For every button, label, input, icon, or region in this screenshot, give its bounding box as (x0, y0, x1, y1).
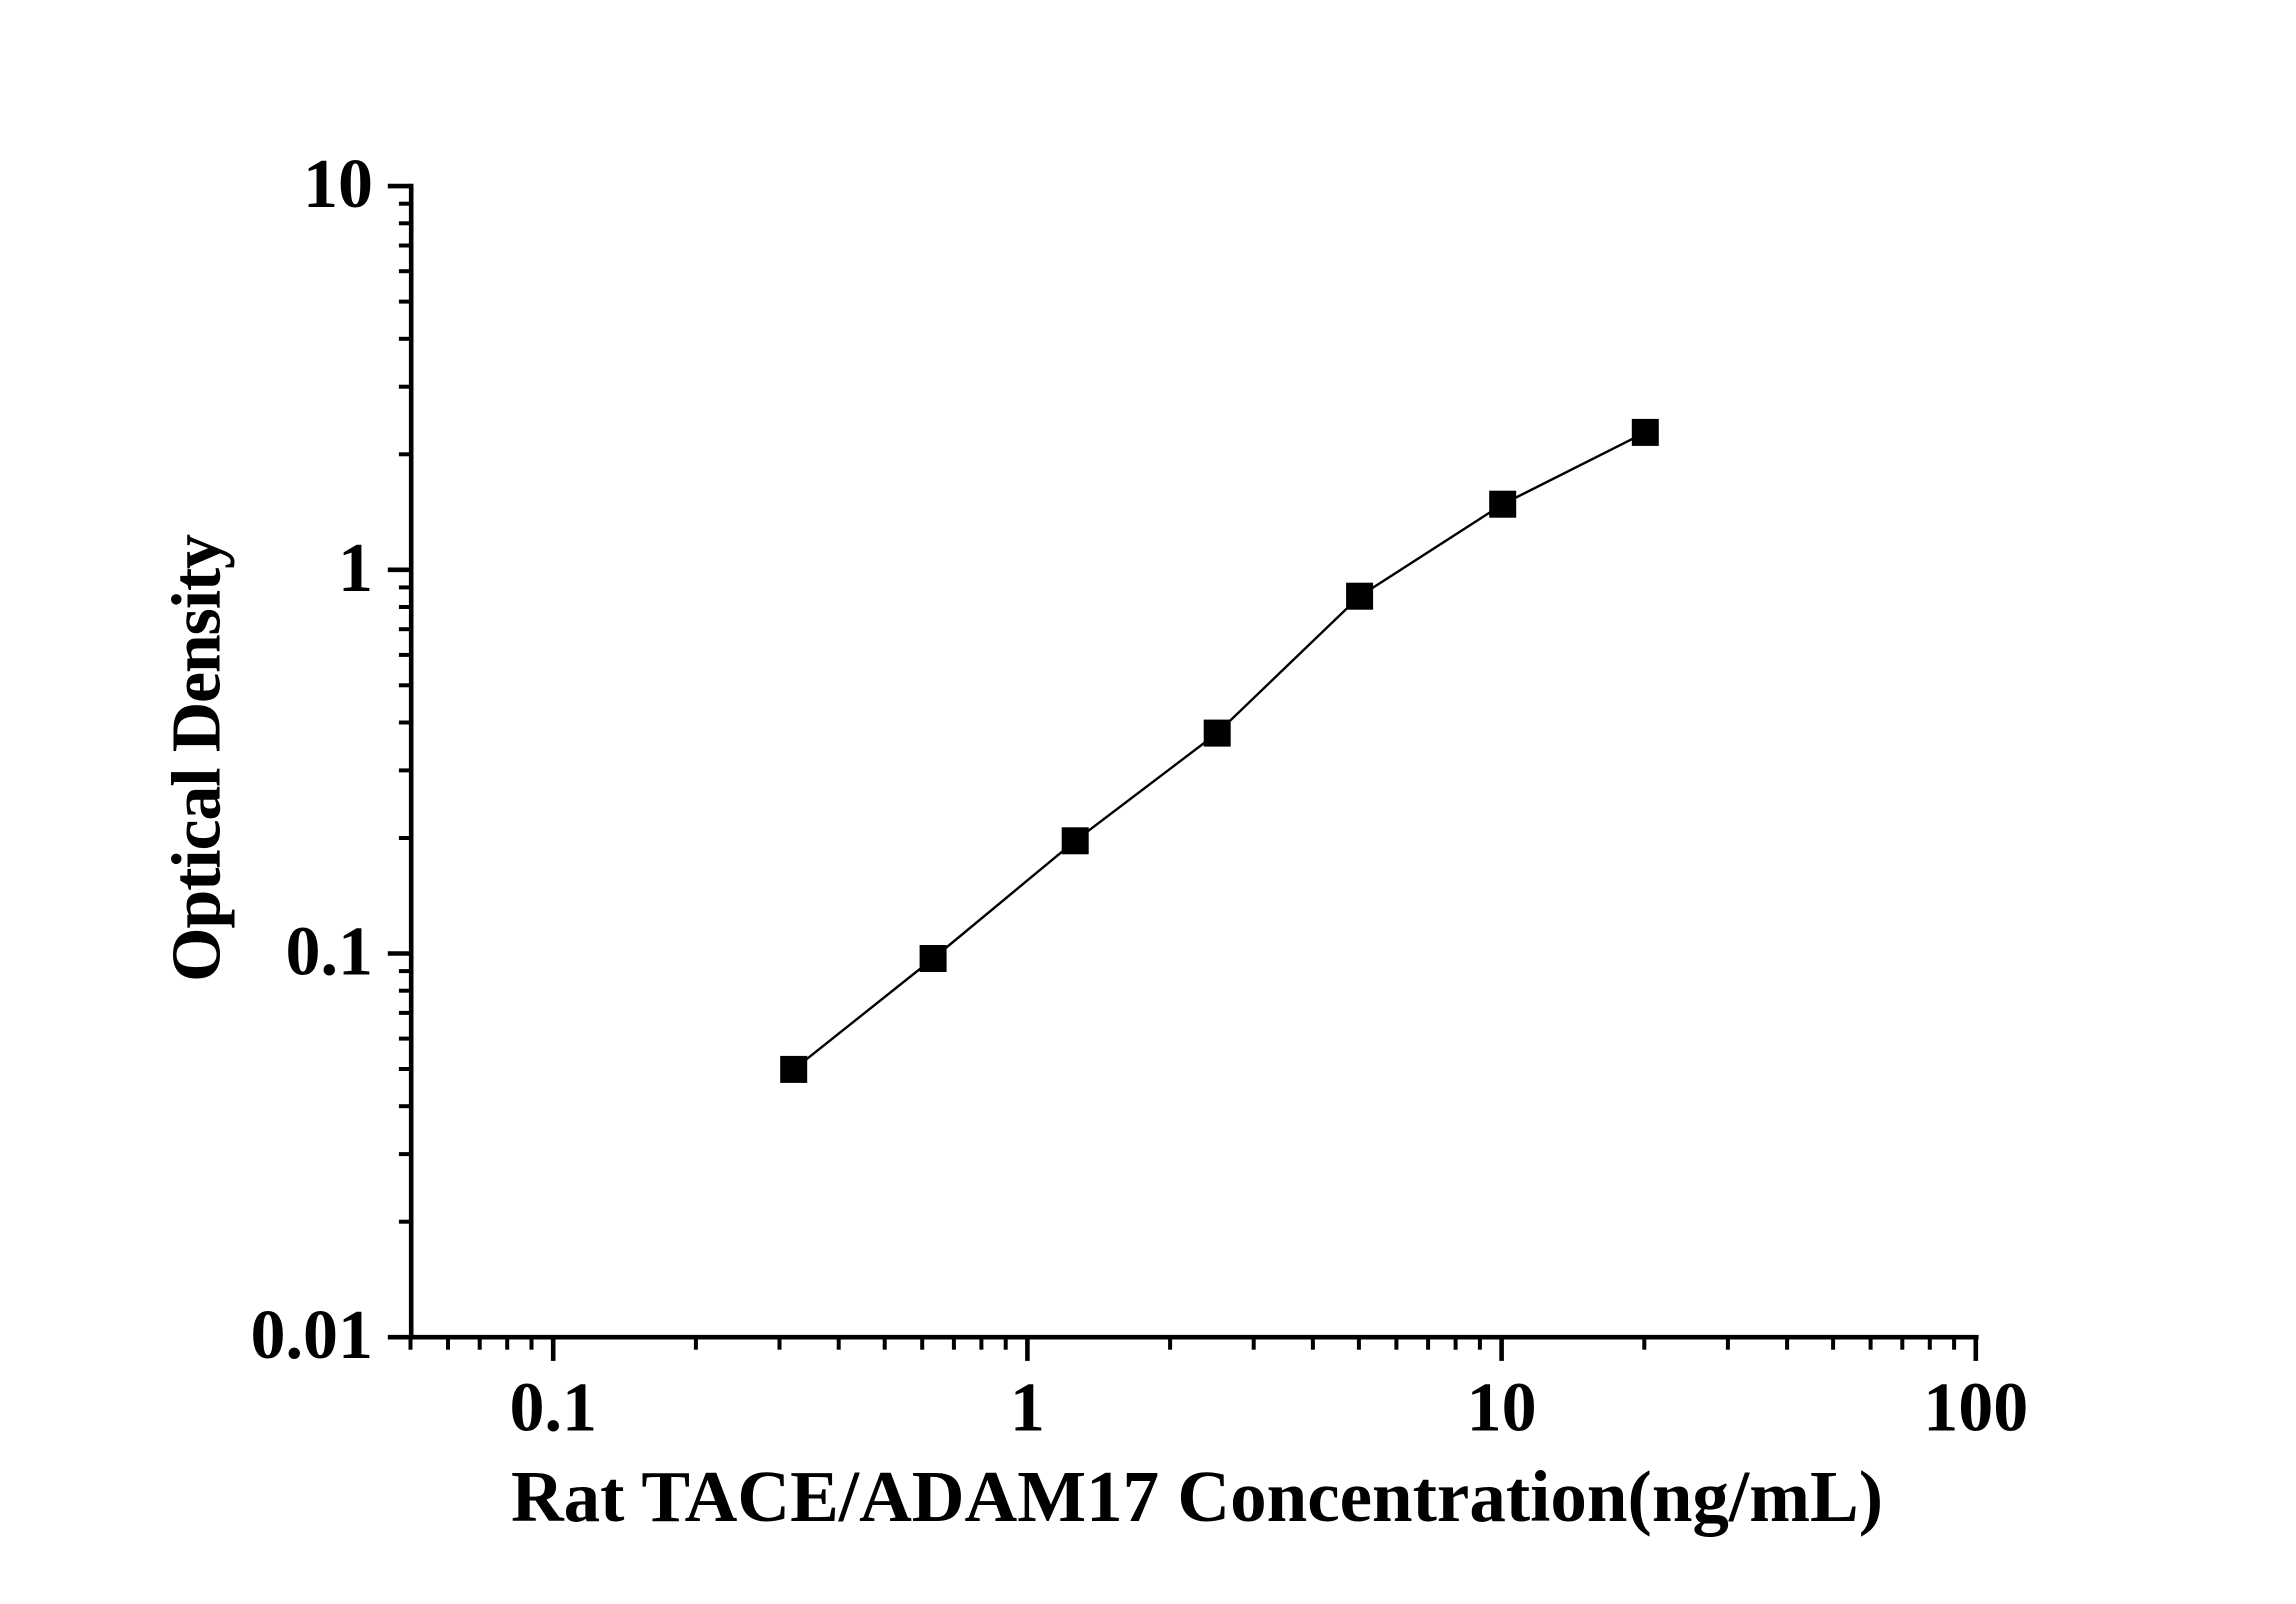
svg-text:0.01: 0.01 (251, 1297, 374, 1374)
svg-text:10: 10 (303, 146, 373, 223)
svg-text:1: 1 (338, 530, 373, 607)
svg-text:10: 10 (1467, 1370, 1537, 1447)
svg-text:0.1: 0.1 (286, 914, 374, 991)
svg-text:1: 1 (1010, 1370, 1045, 1447)
svg-text:100: 100 (1923, 1370, 2028, 1447)
svg-text:0.1: 0.1 (509, 1370, 597, 1447)
svg-text:Rat TACE/ADAM17 Concentration(: Rat TACE/ADAM17 Concentration(ng/mL) (511, 1456, 1883, 1537)
svg-text:Optical Density: Optical Density (159, 534, 236, 982)
